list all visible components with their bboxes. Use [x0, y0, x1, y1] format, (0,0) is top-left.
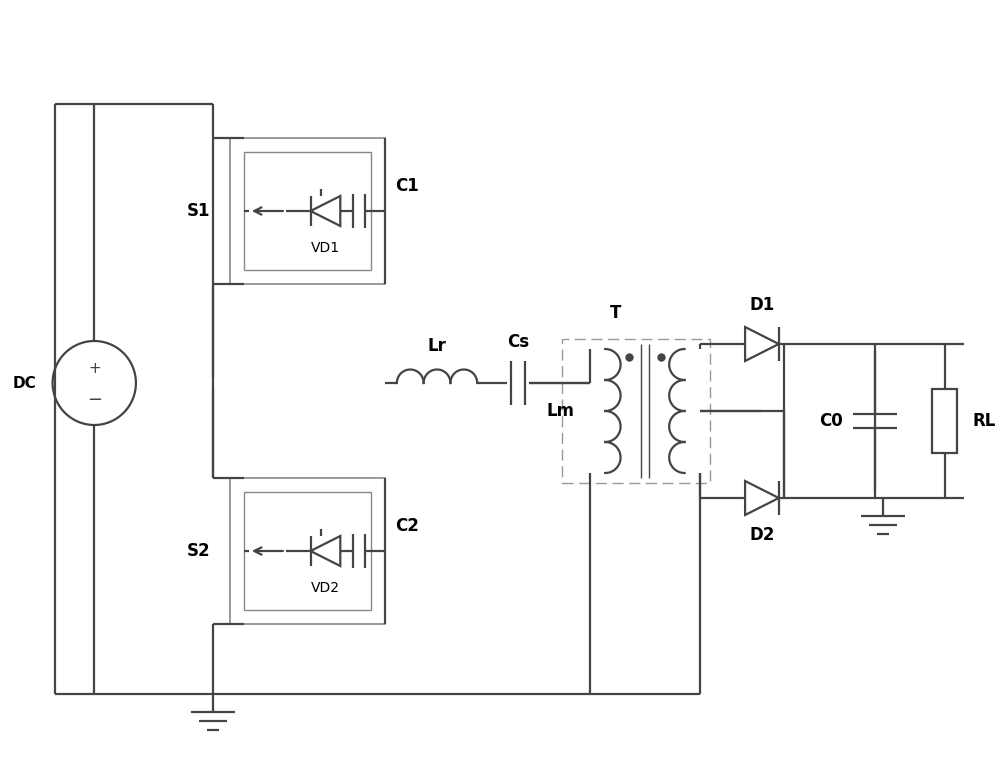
Text: +: + — [88, 361, 101, 375]
Text: S1: S1 — [187, 202, 210, 220]
Text: T: T — [609, 304, 621, 322]
Bar — [244, 152, 371, 270]
Bar — [230, 478, 385, 624]
Bar — [230, 138, 385, 284]
Text: S2: S2 — [187, 542, 210, 560]
Text: DC: DC — [13, 375, 37, 391]
Text: RL: RL — [972, 412, 996, 430]
Text: VD2: VD2 — [311, 581, 340, 595]
Text: Cs: Cs — [507, 333, 529, 351]
Text: VD1: VD1 — [311, 241, 340, 255]
Text: −: − — [87, 391, 102, 409]
Bar — [244, 492, 371, 610]
Text: D1: D1 — [749, 296, 775, 314]
Text: C2: C2 — [395, 517, 419, 535]
Bar — [932, 389, 957, 453]
Text: Lm: Lm — [547, 402, 575, 420]
Text: Lr: Lr — [428, 337, 446, 355]
Text: C0: C0 — [820, 412, 843, 430]
Text: C1: C1 — [395, 177, 419, 195]
Bar — [562, 339, 710, 483]
Text: D2: D2 — [749, 526, 775, 544]
